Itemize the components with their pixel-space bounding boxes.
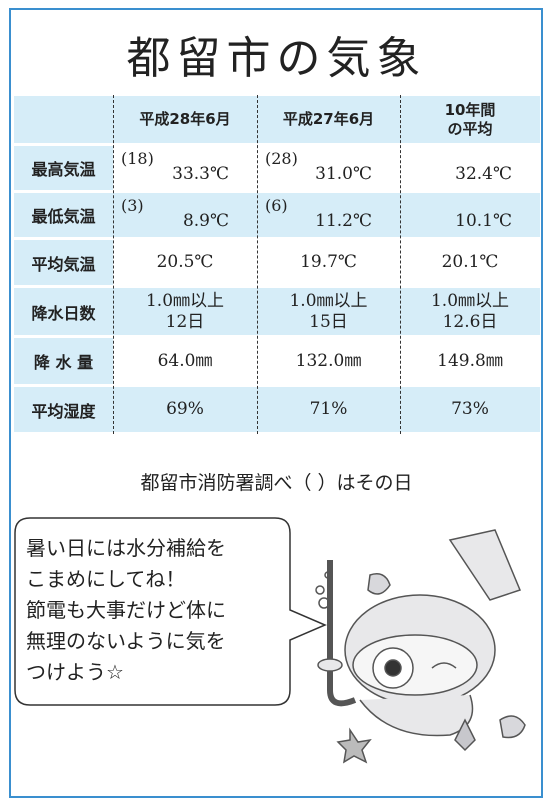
table-cell: 1.0㎜以上 12.6日 [400, 288, 540, 335]
table-cell: 69% [113, 387, 257, 432]
column-divider [257, 95, 258, 434]
header-line: 平成28年6月 [139, 110, 231, 128]
header-corner [14, 96, 113, 143]
day-note: (3) [121, 196, 144, 215]
cell-line: 12.6日 [442, 311, 498, 332]
cell-line: 1.0㎜以上 [145, 290, 225, 311]
column-divider [400, 95, 401, 434]
table-cell: (3) 8.9℃ [113, 193, 257, 237]
cell-line: 20.5℃ [156, 252, 214, 272]
bubble-line: こまめにしてね！ [26, 567, 186, 591]
cell-line: 132.0㎜ [295, 350, 362, 371]
table-cell: 132.0㎜ [257, 338, 400, 384]
table-cell: 1.0㎜以上 12日 [113, 288, 257, 335]
cell-line: 15日 [309, 311, 348, 332]
bubble-line: 暑い日には水分補給を [26, 536, 226, 560]
row-label: 降水日数 [14, 288, 113, 335]
table-cell: 20.5℃ [113, 240, 257, 285]
title: 都留市の気象 [126, 33, 427, 84]
header-line: の平均 [447, 119, 493, 138]
cell-line: 149.8㎜ [437, 350, 503, 371]
footnote: 都留市消防署調べ（ ）はその日 [140, 472, 413, 494]
cell-line: 71% [309, 399, 348, 419]
day-note: (6) [265, 196, 288, 215]
column-divider [113, 95, 114, 434]
cell-line: 1.0㎜以上 [430, 290, 510, 311]
table-cell: 32.4℃ [400, 146, 540, 190]
bubble-line: 無理のないように気を [26, 629, 226, 653]
bubble-line: つけよう☆ [26, 660, 124, 684]
table-cell: 64.0㎜ [113, 338, 257, 384]
cell-line: 69% [166, 399, 204, 419]
row-label: 最低気温 [14, 193, 113, 237]
table-cell: 71% [257, 387, 400, 432]
cell-value: 8.9℃ [182, 211, 229, 231]
table-cell: (6) 11.2℃ [257, 193, 400, 237]
cell-line: 12日 [165, 311, 205, 332]
row-label: 平均気温 [14, 240, 113, 285]
cell-value: 31.0℃ [315, 164, 372, 184]
cell-value: 10.1℃ [455, 211, 512, 231]
speech-bubble [14, 517, 327, 706]
cell-value: 33.3℃ [172, 164, 229, 184]
cell-line: 64.0㎜ [157, 350, 213, 371]
table-cell: 1.0㎜以上 15日 [257, 288, 400, 335]
table-cell: 19.7℃ [257, 240, 400, 285]
column-header: 平成28年6月 [113, 96, 257, 143]
table-cell: (18) 33.3℃ [113, 146, 257, 190]
cell-value: 32.4℃ [455, 164, 512, 184]
table-cell: 10.1℃ [400, 193, 540, 237]
table-cell: 20.1℃ [400, 240, 540, 285]
row-label: 降 水 量 [14, 338, 113, 384]
cell-line: 73% [451, 399, 489, 419]
mascot [315, 529, 526, 764]
table-cell: 73% [400, 387, 540, 432]
cell-line: 1.0㎜以上 [289, 290, 368, 311]
row-label: 平均湿度 [14, 387, 113, 432]
row-label: 最高気温 [14, 146, 113, 190]
cell-value: 11.2℃ [315, 211, 372, 231]
table-cell: (28) 31.0℃ [257, 146, 400, 190]
day-note: (18) [121, 149, 154, 168]
cell-line: 19.7℃ [300, 252, 357, 272]
bubble-line: 節電も大事だけど体に [26, 598, 226, 622]
column-header: 平成27年6月 [257, 96, 400, 143]
column-header: 10年間 の平均 [400, 96, 540, 143]
bubble-text: 暑い日には水分補給を こまめにしてね！ 節電も大事だけど体に 無理のないように気を つけ… [26, 533, 226, 688]
header-line: 10年間 [444, 100, 496, 119]
header-line: 平成27年6月 [282, 110, 375, 128]
cell-line: 20.1℃ [441, 252, 499, 272]
day-note: (28) [265, 149, 298, 168]
table-cell: 149.8㎜ [400, 338, 540, 384]
